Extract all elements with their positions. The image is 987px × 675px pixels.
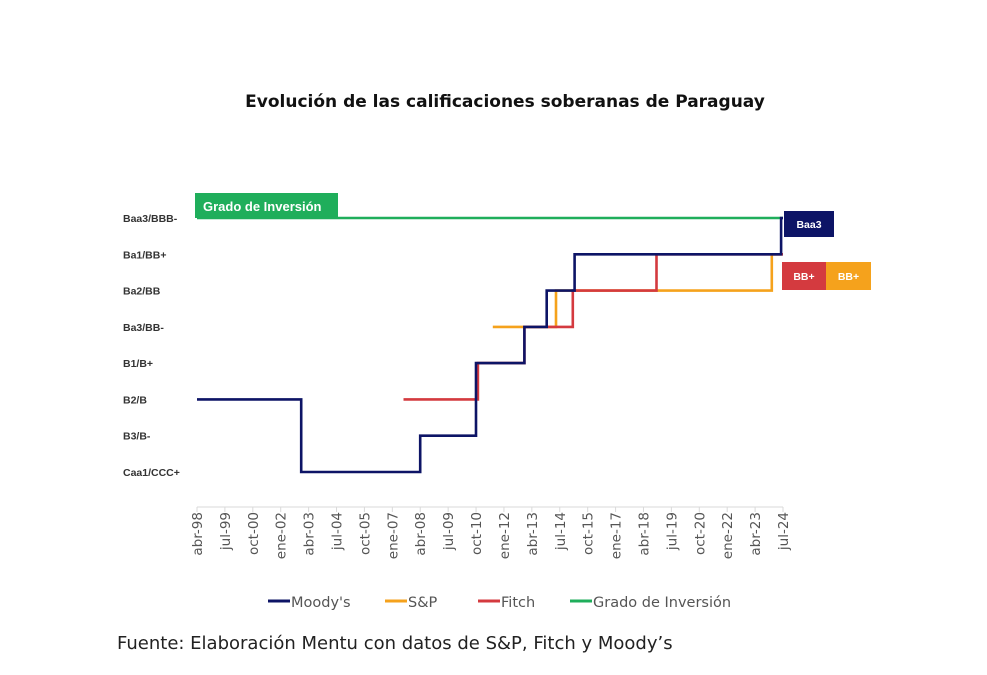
source-note: Fuente: Elaboración Mentu con datos de S… bbox=[117, 633, 673, 654]
y-tick-label: B1/B+ bbox=[123, 358, 153, 370]
y-tick-label: Baa3/BBB- bbox=[123, 213, 178, 225]
legend-label: Fitch bbox=[501, 595, 535, 611]
x-tick-label: jul-99 bbox=[218, 512, 234, 551]
x-tick-label: oct-10 bbox=[469, 512, 485, 555]
series-line-fitch bbox=[403, 253, 783, 401]
x-tick-label: abr-03 bbox=[302, 512, 318, 556]
x-tick-label: ene-02 bbox=[274, 512, 290, 559]
y-tick-label: Ba3/BB- bbox=[123, 322, 164, 334]
x-tick-label: abr-23 bbox=[748, 512, 764, 556]
end-label-text: BB+ bbox=[793, 271, 814, 283]
end-label-box bbox=[784, 211, 834, 237]
investment-grade-label: Grado de Inversión bbox=[203, 199, 322, 214]
end-label-text: Baa3 bbox=[796, 219, 821, 231]
chart-title: Evolución de las calificaciones soberana… bbox=[245, 92, 765, 112]
y-tick-label: B3/B- bbox=[123, 431, 151, 443]
end-label-box bbox=[826, 262, 871, 290]
end-label-box bbox=[782, 262, 826, 290]
x-tick-label: jul-19 bbox=[664, 512, 680, 551]
investment-grade-box bbox=[195, 193, 338, 218]
legend-label: S&P bbox=[408, 595, 438, 611]
y-tick-label: Ba2/BB bbox=[123, 286, 161, 298]
legend-label: Grado de Inversión bbox=[593, 595, 731, 611]
x-tick-label: jul-24 bbox=[776, 512, 792, 551]
x-tick-label: abr-18 bbox=[636, 512, 652, 556]
x-tick-label: ene-17 bbox=[609, 512, 625, 559]
x-tick-label: oct-15 bbox=[581, 512, 597, 555]
end-label-text: BB+ bbox=[838, 271, 859, 283]
x-tick-label: abr-13 bbox=[525, 512, 541, 556]
y-tick-label: Ba1/BB+ bbox=[123, 249, 166, 261]
y-tick-label: Caa1/CCC+ bbox=[123, 467, 180, 479]
x-tick-label: jul-04 bbox=[330, 512, 346, 551]
x-tick-label: abr-98 bbox=[190, 512, 206, 556]
x-tick-label: oct-00 bbox=[246, 512, 262, 555]
x-tick-label: jul-09 bbox=[441, 512, 457, 551]
x-tick-label: oct-05 bbox=[357, 512, 373, 555]
x-tick-label: ene-12 bbox=[497, 512, 513, 559]
legend-label: Moody's bbox=[291, 595, 351, 611]
x-tick-label: abr-08 bbox=[413, 512, 429, 556]
y-tick-label: B2/B bbox=[123, 394, 147, 406]
series-line-moody-s bbox=[197, 216, 783, 474]
x-tick-label: oct-20 bbox=[692, 512, 708, 555]
x-tick-label: jul-14 bbox=[553, 512, 569, 551]
x-tick-label: ene-07 bbox=[385, 512, 401, 559]
x-tick-label: ene-22 bbox=[720, 512, 736, 559]
